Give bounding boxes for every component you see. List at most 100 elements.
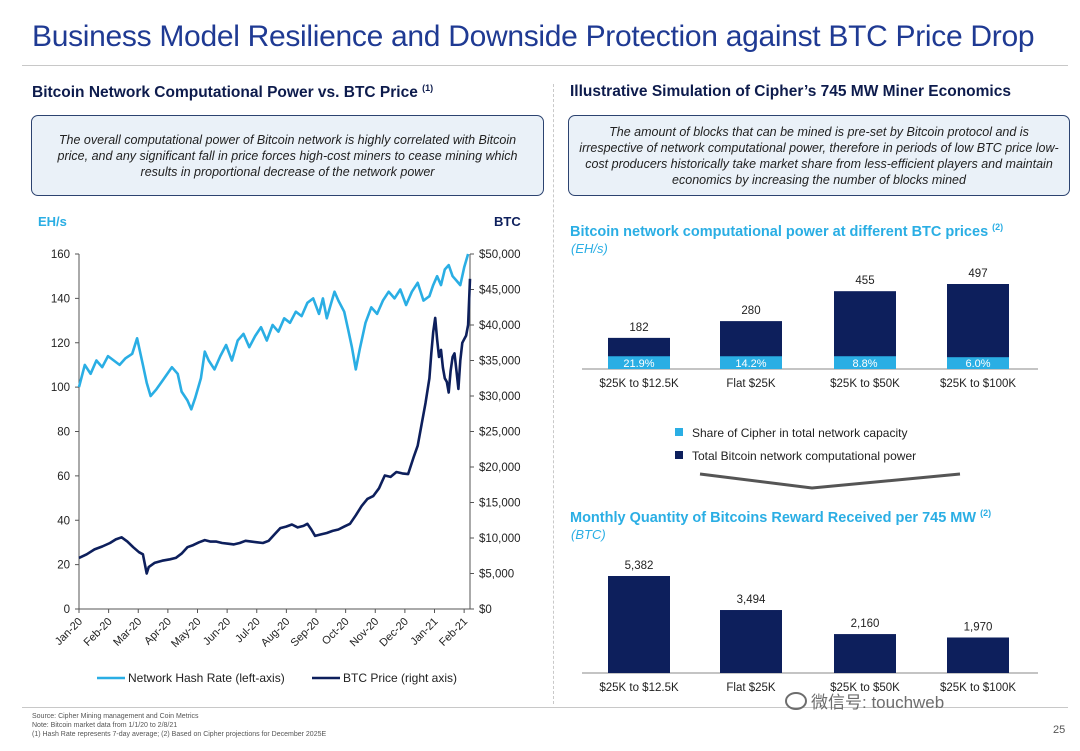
left-y-tick-label: 80 <box>57 427 70 439</box>
cipher-share-label: 6.0% <box>965 358 990 370</box>
btc-reward-bar <box>608 576 670 673</box>
page-title: Business Model Resilience and Downside P… <box>32 20 1035 53</box>
btc-reward-category-label: $25K to $50K <box>830 682 900 694</box>
network-power-bar <box>947 284 1009 369</box>
x-tick-label: Jan-21 <box>408 616 440 648</box>
wechat-icon <box>785 692 807 710</box>
network-power-chart-footnote-mark: (2) <box>992 222 1004 232</box>
network-power-category-label: Flat $25K <box>726 378 776 390</box>
left-section-title: Bitcoin Network Computational Power vs. … <box>32 83 433 102</box>
cipher-share-segment <box>834 356 896 369</box>
page-number: 25 <box>1053 724 1066 736</box>
right-y-tick-label: $35,000 <box>479 356 521 368</box>
right-y-tick-label: $25,000 <box>479 427 521 439</box>
left-y-tick-label: 60 <box>57 471 70 483</box>
x-tick-label: Aug-20 <box>259 616 293 650</box>
left-callout-text: The overall computational power of Bitco… <box>57 132 518 179</box>
btc-reward-value-label: 1,970 <box>964 621 993 633</box>
btc-reward-category-label: Flat $25K <box>726 682 776 694</box>
right-y-tick-label: $20,000 <box>479 462 521 474</box>
btc-reward-bar <box>834 634 896 673</box>
btc-reward-bar-chart: 5,382 $25K to $12.5K 3,494 Flat $25K 2,160 $2… <box>582 560 1038 694</box>
right-axis-unit-label: BTC <box>494 214 521 229</box>
wechat-watermark: 微信号: touchweb <box>785 688 944 713</box>
btc-reward-category-label: $25K to $12.5K <box>599 682 679 694</box>
x-tick-label: Sep-20 <box>289 616 323 650</box>
network-power-bar-chart: 21.9% 182 $25K to $12.5K 14.2% 280 Flat $25K 8… <box>582 268 1038 490</box>
left-y-tick-label: 160 <box>51 249 70 261</box>
legend-total-power-swatch <box>675 451 683 459</box>
x-tick-label: Feb-20 <box>82 616 115 649</box>
footer-divider <box>22 707 1068 708</box>
cipher-share-label: 21.9% <box>623 358 654 370</box>
network-power-value-label: 455 <box>855 275 874 287</box>
x-tick-label: Feb-21 <box>437 616 470 649</box>
btc-reward-chart-title-text: Monthly Quantity of Bitcoins Reward Rece… <box>570 509 977 526</box>
footer-note: Note: Bitcoin market data from 1/1/20 to… <box>32 722 178 729</box>
network-power-value-label: 497 <box>968 268 987 280</box>
right-y-tick-label: $10,000 <box>479 533 521 545</box>
left-callout-box: The overall computational power of Bitco… <box>31 115 544 196</box>
network-power-chart-unit: (EH/s) <box>571 241 608 256</box>
right-y-tick-label: $30,000 <box>479 391 521 403</box>
left-y-tick-label: 40 <box>57 515 70 527</box>
right-y-tick-label: $40,000 <box>479 320 521 332</box>
left-y-tick-label: 120 <box>51 338 70 350</box>
right-callout-box: The amount of blocks that can be mined i… <box>568 115 1070 196</box>
x-tick-label: Dec-20 <box>377 616 411 650</box>
right-y-tick-label: $5,000 <box>479 569 514 581</box>
x-tick-label: Nov-20 <box>348 616 382 650</box>
network-power-value-label: 182 <box>629 322 648 334</box>
footer-notes: Source: Cipher Mining management and Coi… <box>32 712 326 739</box>
legend-btc-price-label: BTC Price (right axis) <box>343 671 457 685</box>
left-y-tick-label: 100 <box>51 382 70 394</box>
left-y-tick-label: 0 <box>64 604 70 616</box>
hash-rate-line <box>77 253 470 411</box>
cipher-share-label: 14.2% <box>735 358 766 370</box>
left-section-footnote-mark: (1) <box>422 83 434 93</box>
x-tick-label: Jan-20 <box>53 616 85 648</box>
left-axis-unit-label: EH/s <box>38 214 67 229</box>
network-power-category-label: $25K to $12.5K <box>599 378 679 390</box>
btc-reward-chart-title: Monthly Quantity of Bitcoins Reward Rece… <box>570 508 991 526</box>
btc-reward-value-label: 3,494 <box>737 594 766 606</box>
footer-footnote: (1) Hash Rate represents 7-day average; … <box>32 731 327 738</box>
right-y-tick-label: $0 <box>479 604 492 616</box>
network-power-category-label: $25K to $100K <box>940 378 1016 390</box>
left-y-tick-label: 140 <box>51 293 70 305</box>
cipher-share-label: 8.8% <box>852 358 877 370</box>
title-divider <box>22 65 1068 66</box>
section-divider <box>553 84 555 704</box>
btc-reward-value-label: 2,160 <box>851 618 880 630</box>
hashrate-vs-btc-price-chart: EH/s BTC 0 20 40 60 80 100 120 140 160 $0 $5,000 $10,… <box>38 214 521 685</box>
legend-cipher-share-label: Share of Cipher in total network capacit… <box>692 426 907 440</box>
cipher-share-segment <box>947 357 1009 369</box>
right-y-tick-label: $15,000 <box>479 498 521 510</box>
left-y-tick-label: 20 <box>57 560 70 572</box>
network-power-chart-title-text: Bitcoin network computational power at d… <box>570 223 989 240</box>
btc-reward-category-label: $25K to $100K <box>940 682 1016 694</box>
btc-reward-chart-unit: (BTC) <box>571 527 606 542</box>
x-tick-label: Mar-20 <box>111 616 144 649</box>
cipher-share-segment <box>720 356 782 369</box>
right-y-tick-label: $50,000 <box>479 249 521 261</box>
btc-reward-bar <box>947 637 1009 673</box>
network-power-category-label: $25K to $50K <box>830 378 900 390</box>
btc-reward-value-label: 5,382 <box>625 560 654 572</box>
right-callout-text: The amount of blocks that can be mined i… <box>579 124 1059 187</box>
legend-total-power-label: Total Bitcoin network computational powe… <box>692 449 916 463</box>
x-tick-label: May-20 <box>169 616 203 650</box>
network-power-value-label: 280 <box>741 305 760 317</box>
x-tick-label: Jun-20 <box>201 616 233 648</box>
btc-reward-chart-footnote-mark: (2) <box>980 508 992 518</box>
network-power-chart-title: Bitcoin network computational power at d… <box>570 222 1003 240</box>
footer-source: Source: Cipher Mining management and Coi… <box>32 713 199 720</box>
cipher-share-segment <box>608 356 670 369</box>
btc-reward-bar <box>720 610 782 673</box>
btc-price-line <box>78 278 472 575</box>
legend-hash-rate-label: Network Hash Rate (left-axis) <box>128 671 285 685</box>
x-tick-label: Oct-20 <box>320 616 352 648</box>
legend-cipher-share-swatch <box>675 428 683 436</box>
chevron-connector-icon <box>699 472 961 490</box>
network-power-bar <box>834 291 896 369</box>
